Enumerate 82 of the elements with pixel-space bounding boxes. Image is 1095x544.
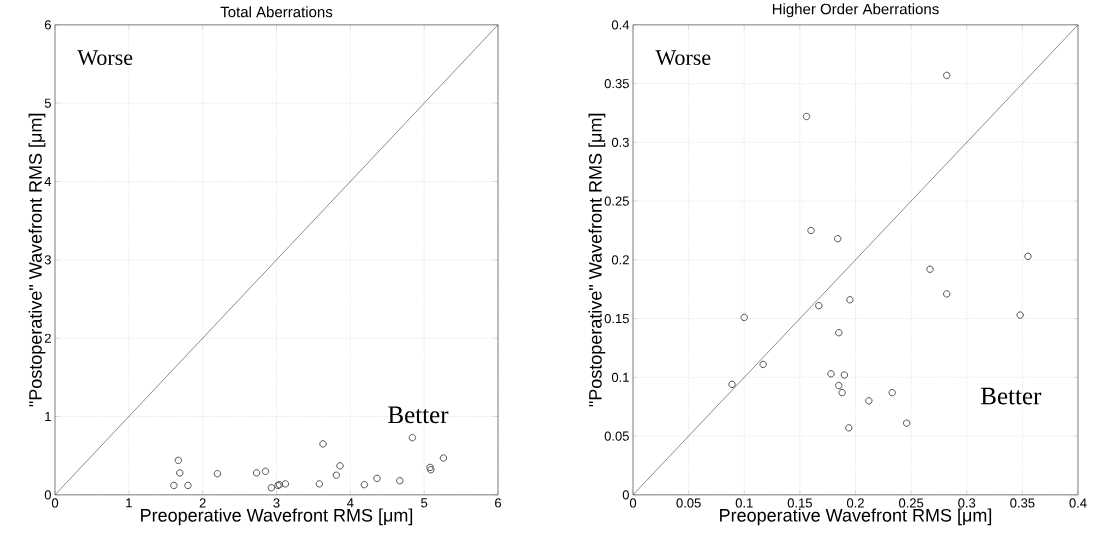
point: [728, 380, 736, 389]
point: [408, 434, 417, 442]
point: [926, 265, 934, 273]
point: [427, 466, 435, 474]
annotation: Better: [981, 387, 1042, 405]
point: [439, 454, 448, 462]
point: [827, 370, 835, 378]
x-tick-label: 4: [347, 498, 354, 508]
point: [252, 469, 261, 477]
y-tick-label: 6: [44, 20, 51, 30]
point: [834, 235, 842, 243]
x-tick-label: 0.15: [787, 498, 812, 508]
y-tick-label: 0.1: [611, 372, 629, 383]
y-tick-label: 2: [44, 333, 51, 343]
point: [373, 474, 381, 483]
y-tick-label: 0.4: [611, 20, 630, 30]
x-axis-title: Preoperative Wavefront RMS [μm]: [720, 508, 992, 526]
y-tick-label: 5: [44, 98, 51, 108]
x-tick-label: 6: [495, 498, 502, 508]
chart-title: Higher Order Aberrations: [772, 3, 939, 18]
x-tick-label: 0.4: [1069, 498, 1087, 508]
point: [865, 397, 873, 405]
point: [170, 481, 178, 490]
point: [184, 481, 192, 490]
x-tick-label: 0: [629, 498, 637, 508]
annotation: Better: [388, 406, 449, 424]
point: [903, 419, 911, 427]
x-tick-label: 0.1: [735, 498, 753, 508]
x-axis-title: Preoperative Wavefront RMS [μm]: [141, 508, 413, 526]
point: [845, 424, 853, 432]
point: [281, 480, 290, 488]
point: [943, 71, 951, 80]
point: [396, 477, 404, 485]
x-tick-label: 0.25: [898, 498, 924, 508]
y-tick-label: 1: [45, 412, 51, 422]
x-tick-label: 1: [126, 498, 132, 508]
y-tick-label: 0.2: [611, 255, 629, 265]
point: [807, 226, 815, 235]
y-tick-label: 0.3: [611, 137, 629, 148]
y-tick-label: 0.05: [604, 431, 629, 441]
y-tick-label: 0.25: [604, 196, 629, 206]
x-tick-label: 0: [51, 498, 59, 508]
x-tick-label: 0.05: [676, 498, 701, 508]
point: [174, 456, 182, 465]
point: [1016, 311, 1024, 319]
x-tick-label: 0.35: [1010, 498, 1035, 508]
x-tick-label: 5: [421, 498, 428, 508]
point: [840, 371, 849, 379]
y-tick-label: 0: [44, 490, 51, 500]
x-tick-label: 0.2: [846, 498, 864, 508]
y-tick-label: 4: [44, 177, 52, 187]
point: [426, 463, 434, 472]
point: [815, 302, 823, 310]
point: [336, 462, 344, 470]
point: [943, 290, 951, 298]
y-tick-label: 0.35: [604, 79, 629, 89]
point: [888, 389, 896, 397]
point: [838, 389, 846, 397]
point: [759, 360, 767, 369]
annotation: Worse: [655, 50, 711, 66]
point: [360, 481, 369, 489]
point: [802, 112, 811, 121]
point: [261, 467, 270, 476]
point: [835, 381, 843, 390]
x-tick-label: 2: [199, 498, 206, 508]
point: [267, 484, 275, 492]
y-tick-label: 3: [44, 255, 51, 265]
y-tick-label: 0.15: [604, 314, 629, 324]
annotation: Worse: [77, 50, 133, 66]
point: [315, 480, 323, 488]
point: [213, 470, 222, 478]
point: [332, 471, 340, 479]
chart-title: Total Aberrations: [220, 6, 333, 18]
x-tick-label: 0.3: [958, 498, 976, 508]
point: [319, 440, 327, 448]
point: [176, 469, 184, 477]
point: [835, 329, 843, 337]
point: [846, 296, 854, 304]
y-tick-label: 0: [622, 490, 629, 500]
point: [740, 313, 748, 322]
point: [1024, 252, 1032, 261]
x-tick-label: 3: [273, 498, 280, 508]
